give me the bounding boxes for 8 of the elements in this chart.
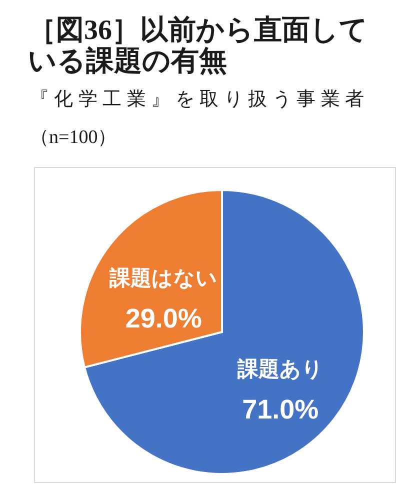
chart-subtitle: 『化学工業』を取り扱う事業者（n=100） <box>30 88 364 150</box>
slice-label: 課題はない <box>108 267 218 290</box>
chart-title: ［図36］以前から直面している課題の有無 <box>28 15 369 77</box>
slice-label: 課題あり <box>236 358 324 381</box>
pie-slice <box>83 189 365 475</box>
data-label: 29.0% <box>125 304 202 334</box>
data-label: 71.0% <box>242 394 319 424</box>
pie-slice <box>79 189 223 368</box>
